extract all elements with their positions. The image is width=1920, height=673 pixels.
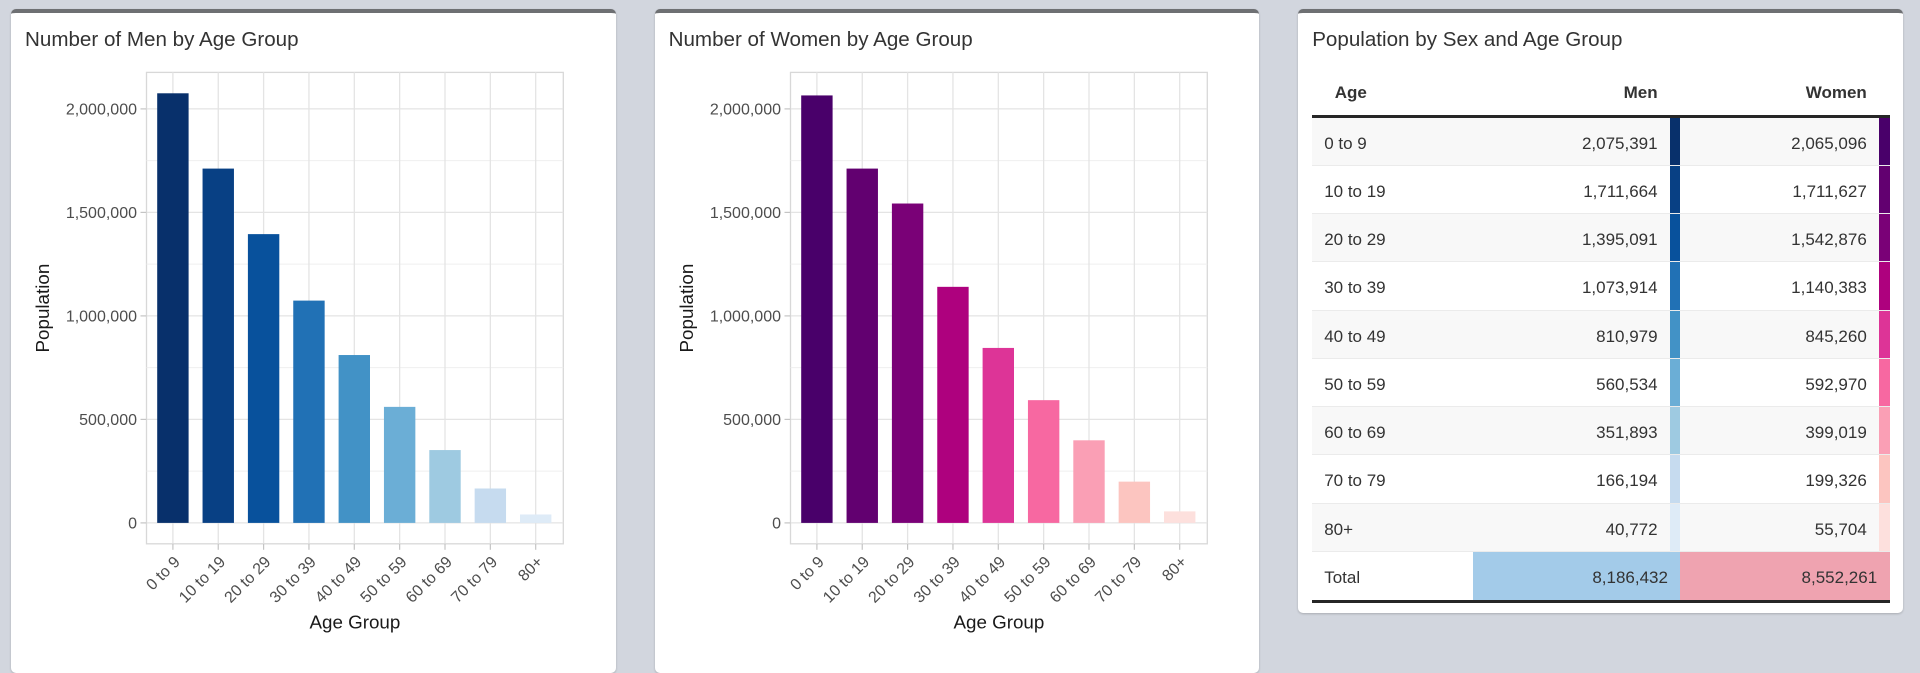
svg-text:60 to 69: 60 to 69 (1047, 553, 1100, 606)
svg-text:0 to 9: 0 to 9 (143, 553, 183, 593)
svg-text:80+: 80+ (515, 553, 546, 584)
svg-text:10 to 19: 10 to 19 (176, 553, 229, 606)
svg-text:Age Group: Age Group (953, 611, 1044, 632)
svg-text:40 to 49: 40 to 49 (312, 553, 365, 606)
svg-text:1,500,000: 1,500,000 (66, 205, 137, 222)
svg-text:1,000,000: 1,000,000 (709, 308, 780, 325)
svg-text:Population: Population (676, 263, 697, 352)
svg-text:30 to 39: 30 to 39 (267, 553, 320, 606)
svg-text:2,000,000: 2,000,000 (66, 101, 137, 118)
svg-text:80+: 80+ (1159, 553, 1190, 584)
svg-text:0 to 9: 0 to 9 (787, 553, 827, 593)
svg-text:60 to 69: 60 to 69 (403, 553, 456, 606)
svg-text:70 to 79: 70 to 79 (1092, 553, 1145, 606)
svg-text:40 to 49: 40 to 49 (956, 553, 1009, 606)
svg-text:1,500,000: 1,500,000 (709, 205, 780, 222)
svg-text:70 to 79: 70 to 79 (448, 553, 501, 606)
svg-text:2,000,000: 2,000,000 (709, 101, 780, 118)
svg-text:0: 0 (772, 515, 781, 532)
svg-text:500,000: 500,000 (79, 412, 137, 429)
svg-text:30 to 39: 30 to 39 (910, 553, 963, 606)
svg-text:20 to 29: 20 to 29 (222, 553, 275, 606)
svg-text:50 to 59: 50 to 59 (1001, 553, 1054, 606)
svg-text:0: 0 (128, 515, 137, 532)
svg-text:20 to 29: 20 to 29 (865, 553, 918, 606)
svg-text:Population: Population (32, 263, 53, 352)
svg-text:Age Group: Age Group (309, 611, 400, 632)
svg-text:50 to 59: 50 to 59 (358, 553, 411, 606)
svg-text:1,000,000: 1,000,000 (66, 308, 137, 325)
svg-text:500,000: 500,000 (723, 412, 781, 429)
svg-text:10 to 19: 10 to 19 (820, 553, 873, 606)
